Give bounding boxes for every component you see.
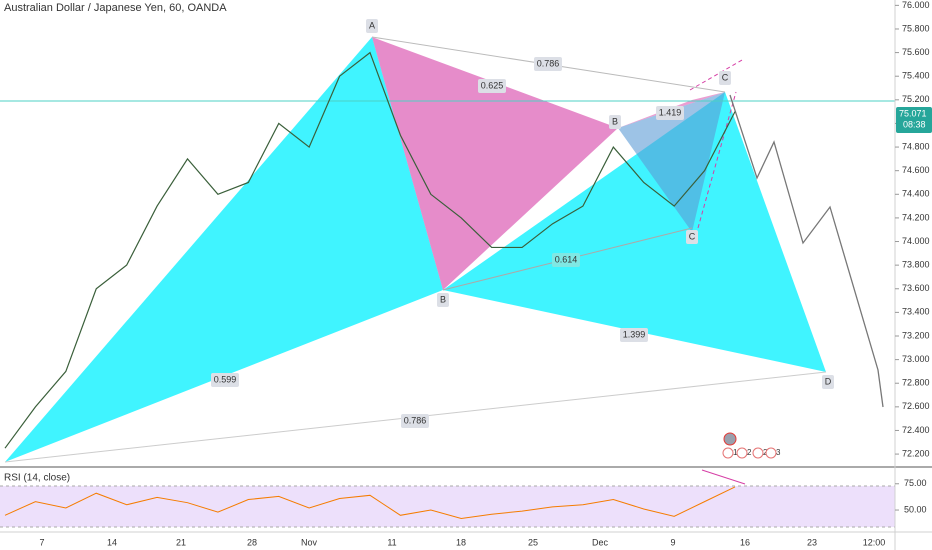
x-tick-label: 18 [456,537,466,547]
y-tick-label: 74.200 [902,212,930,222]
ratio-label: 0.786 [404,415,427,425]
price-tag [896,107,932,134]
x-tick-label: 11 [387,537,396,547]
projection [729,94,884,408]
x-tick-label: 25 [528,537,538,547]
pattern-inner [618,92,725,232]
x-tick-label: 12:00 [863,537,886,547]
x-tick-label: Dec [592,537,609,547]
y-tick-label: 73.400 [902,307,930,317]
point-label: C [689,231,696,241]
x-tick-label: 23 [807,537,817,547]
ratio-label-bg [401,414,429,428]
point-label: B [612,116,618,126]
y-tick-label: 74.800 [902,141,930,151]
chart-title: Australian Dollar / Japanese Yen, 60, OA… [4,2,227,14]
ratio-label: 0.625 [481,80,504,90]
y-tick-label: 75.600 [902,47,930,57]
price-line [4,51,736,449]
y-tick-label: 74.000 [902,236,930,246]
y-tick-label: 72.600 [902,401,930,411]
rsi-title: RSI (14, close) [4,473,70,484]
x-tick-label: 21 [176,537,186,547]
pattern-bcd [443,92,826,372]
y-tick-label: 75.200 [902,94,930,104]
ratio-label-bg [478,79,506,93]
ratio-label-bg [534,57,562,71]
event-count: 2 [763,448,768,457]
title-bg [0,0,250,14]
ratio-label-bg [656,106,684,120]
y-tick-label: 74.400 [902,189,930,199]
ratio-label: 0.599 [214,374,237,384]
point-label-bg [686,230,698,244]
point-label: A [369,20,375,30]
rsi-band [0,486,895,527]
ratio-label-bg [552,253,580,267]
y-tick-label: 72.200 [902,448,930,458]
y-tick-label: 72.800 [902,378,930,388]
point-label-bg [366,19,378,33]
ratio-label-bg [211,373,239,387]
event-badge [722,447,734,459]
y-tick-label: 73.800 [902,260,930,270]
event-badge [736,447,748,459]
x-tick-label: Nov [301,537,318,547]
pattern-pink [372,37,618,290]
point-label-bg [437,293,449,307]
countdown: 08:38 [903,119,926,129]
y-tick-label: 75.800 [902,23,930,33]
x-tick-label: 16 [740,537,750,547]
point-label-bg [822,375,834,389]
point-label-bg [609,115,621,129]
x-tick-label: 14 [107,537,117,547]
point-label: C [722,72,729,82]
ratio-label: 1.419 [659,107,682,117]
y-tick-label: 74.600 [902,165,930,175]
rsi-tick-label: 50.00 [904,504,927,514]
pattern-xab [5,37,443,462]
ratio-label: 0.786 [537,58,560,68]
y-tick-label: 75.400 [902,71,930,81]
rsi-trend [701,469,746,485]
x-tick-label: 28 [247,537,257,547]
ratio-label: 0.614 [555,254,578,264]
y-tick-label: 73.200 [902,330,930,340]
ratio-label-bg [620,328,648,342]
event-badge [752,447,764,459]
y-tick-label: 76.000 [902,0,930,10]
rsi-tick-label: 75.00 [904,478,927,488]
x-tick-label: 7 [39,537,44,547]
event-count: 2 [747,448,752,457]
last-price: 75.071 [899,108,927,118]
x-tick-label: 9 [670,537,675,547]
event-badge [765,447,777,459]
event-icon [723,432,737,446]
point-label-bg [719,71,731,85]
ratio-label: 1.399 [623,329,646,339]
point-label: D [825,376,832,386]
y-tick-label: 73.000 [902,354,930,364]
trend-line [697,91,737,229]
event-count: 3 [776,448,781,457]
y-tick-label: 72.400 [902,425,930,435]
point-label: B [440,294,446,304]
trend-line [689,59,743,91]
y-tick-label: 73.600 [902,283,930,293]
rsi-line [4,486,736,519]
